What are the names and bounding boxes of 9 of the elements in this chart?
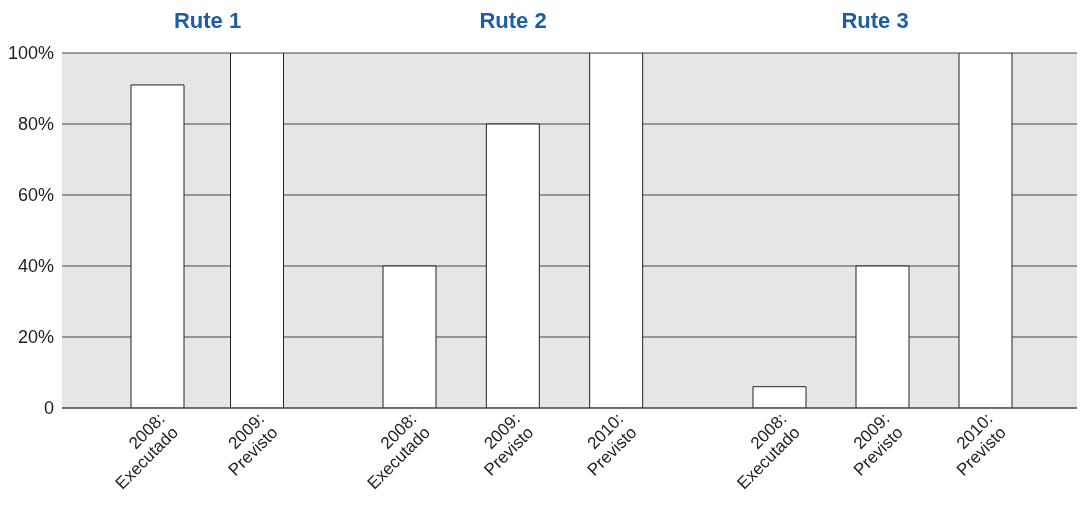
y-tick-label: 80% [17,114,54,135]
y-tick-label: 0 [43,398,54,419]
chart-title: Rute 2 [478,8,548,35]
y-tick-label: 60% [17,185,54,206]
y-tick-label: 100% [7,43,54,64]
y-tick-label: 40% [17,256,54,277]
y-tick-label: 20% [17,327,54,348]
chart-title: Rute 1 [172,8,243,35]
chart-title: Rute 3 [840,8,910,35]
